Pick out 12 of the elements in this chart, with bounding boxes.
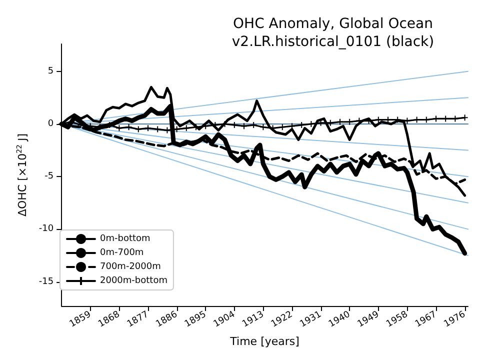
y-tick-label: -10 [38, 224, 54, 234]
y-tick-label: 5 [48, 66, 54, 76]
y-tick-label: -5 [44, 172, 54, 182]
legend-label: 2000m-bottom [100, 276, 168, 286]
y-tick-label: -15 [38, 276, 54, 287]
y-tick-label: 0 [48, 118, 54, 129]
legend-label: 0m-bottom [100, 234, 150, 244]
chart-title: OHC Anomaly, Global Ocean [233, 16, 433, 32]
chart-subtitle: v2.LR.historical_0101 (black) [232, 34, 434, 50]
legend-label: 0m-700m [100, 248, 144, 258]
x-axis-title: Time [years] [229, 335, 300, 348]
legend-label: 700m-2000m [100, 262, 161, 272]
